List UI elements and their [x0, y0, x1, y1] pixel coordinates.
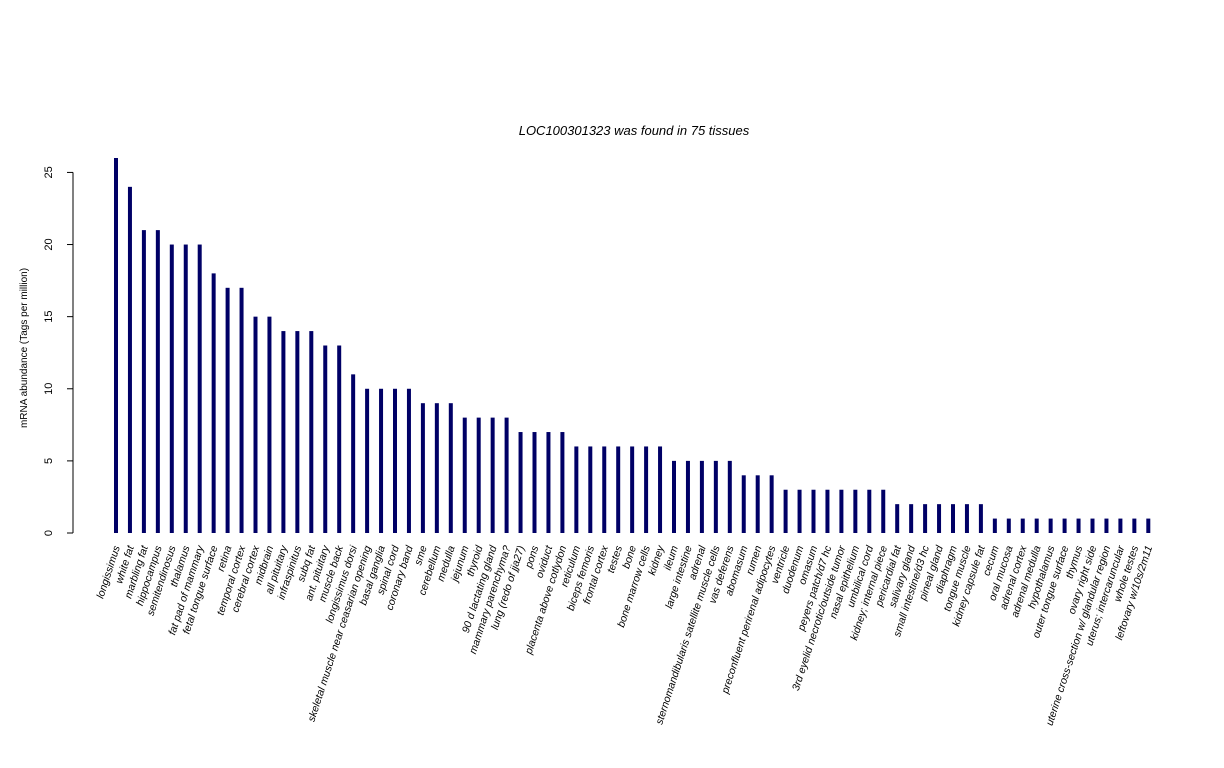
- bar: [1132, 518, 1137, 533]
- bar: [811, 489, 816, 533]
- bar: [699, 460, 704, 533]
- bar: [309, 331, 314, 533]
- x-tick-label: sme: [412, 544, 430, 567]
- bar: [630, 446, 635, 533]
- bar: [951, 504, 955, 533]
- bar: [713, 460, 718, 533]
- bar: [337, 345, 342, 533]
- y-tick-label: 25: [43, 166, 55, 178]
- bar: [420, 403, 425, 533]
- bar: [211, 273, 216, 533]
- bar: [867, 489, 872, 533]
- bar: [1146, 518, 1151, 533]
- bar: [155, 230, 160, 533]
- bar: [853, 489, 858, 533]
- bar: [602, 446, 607, 533]
- y-tick-label: 5: [43, 458, 55, 464]
- bar: [546, 432, 551, 533]
- bar: [644, 446, 649, 533]
- y-tick-label: 0: [43, 530, 55, 536]
- bar: [365, 388, 370, 533]
- bar: [769, 475, 774, 533]
- bar: [992, 518, 997, 533]
- bar: [406, 388, 411, 533]
- bar: [741, 475, 746, 533]
- bar: [518, 432, 523, 533]
- bar: [114, 158, 118, 533]
- bars: [114, 158, 1151, 534]
- bar: [978, 504, 983, 533]
- bar: [797, 489, 802, 533]
- bar: [909, 504, 914, 533]
- bar: [727, 460, 732, 533]
- bar: [281, 331, 286, 533]
- y-tick-label: 10: [43, 383, 55, 395]
- bar: [239, 287, 244, 533]
- bar: [783, 489, 788, 533]
- bar: [895, 504, 900, 533]
- bar: [490, 417, 495, 533]
- bar: [1104, 518, 1109, 533]
- bar: [1118, 518, 1123, 533]
- bar: [532, 432, 537, 533]
- bar: [825, 489, 830, 533]
- bar: [616, 446, 621, 533]
- bar: [574, 446, 579, 533]
- y-axis-label: mRNA abundance (Tags per million): [19, 268, 30, 428]
- bar: [1034, 518, 1039, 533]
- y-tick-label: 15: [43, 311, 55, 323]
- bar: [937, 504, 942, 533]
- bar: [267, 316, 272, 533]
- bar: [127, 186, 132, 533]
- bar: [839, 489, 844, 533]
- bar: [504, 417, 509, 533]
- bar: [476, 417, 481, 533]
- bar: [755, 475, 760, 533]
- bar: [253, 316, 258, 533]
- bar: [225, 287, 230, 533]
- bar: [448, 403, 453, 533]
- bar: [169, 244, 174, 534]
- bar: [1048, 518, 1053, 533]
- bar: [672, 460, 676, 533]
- bar: [1006, 518, 1011, 533]
- bar: [434, 403, 439, 533]
- bar: [295, 331, 300, 533]
- bar: [197, 244, 202, 534]
- bar: [141, 230, 146, 533]
- bar: [462, 417, 467, 533]
- chart-title: LOC100301323 was found in 75 tissues: [519, 123, 750, 138]
- bar: [1076, 518, 1081, 533]
- bar: [1062, 518, 1067, 533]
- bar: [658, 446, 663, 533]
- bar: [393, 388, 397, 533]
- bar: [560, 432, 565, 533]
- bar: [379, 388, 384, 533]
- bar: [588, 446, 593, 533]
- bar: [1090, 518, 1095, 533]
- y-axis: 0 5 10 15 20 25: [43, 166, 74, 536]
- bar: [923, 504, 928, 533]
- bar: [881, 489, 886, 533]
- y-tick-label: 20: [43, 238, 55, 250]
- bar: [1020, 518, 1025, 533]
- bar: [323, 345, 328, 533]
- bar: [964, 504, 969, 533]
- bar: [351, 374, 356, 533]
- bar: [685, 460, 690, 533]
- bar: [183, 244, 188, 534]
